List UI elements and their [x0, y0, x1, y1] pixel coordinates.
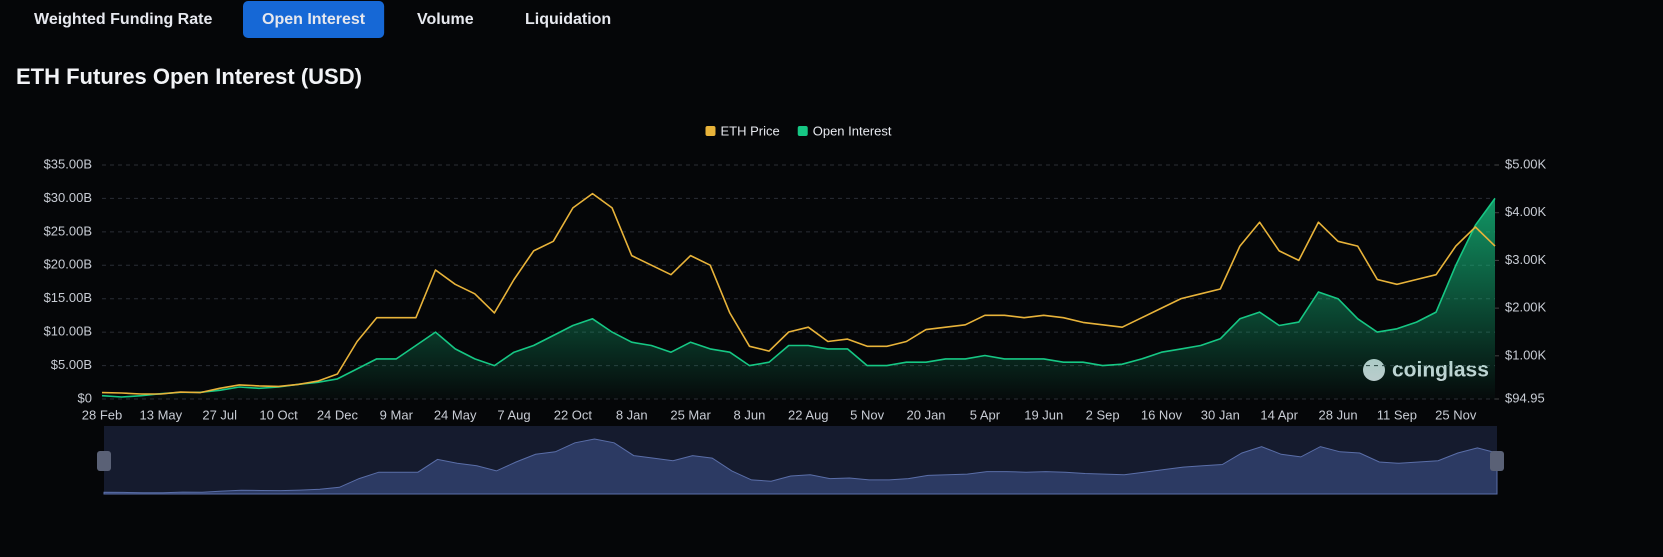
y-tick-label: $30.00B [44, 190, 92, 205]
x-tick-label: 11 Sep [1377, 407, 1417, 422]
x-tick-label: 8 Jun [734, 407, 766, 422]
x-tick-label: 20 Jan [907, 407, 946, 422]
x-tick-label: 27 Jul [202, 407, 237, 422]
legend-swatch [705, 126, 716, 136]
x-tick-label: 22 Aug [788, 407, 829, 422]
x-tick-label: 10 Oct [259, 407, 298, 422]
y2-tick-label: $4.00K [1505, 204, 1547, 219]
legend-label[interactable]: ETH Price [720, 123, 779, 138]
x-tick-label: 14 Apr [1260, 407, 1298, 422]
x-tick-label: 30 Jan [1201, 407, 1240, 422]
legend: ETH Price Open Interest [705, 123, 892, 138]
y2-tick-label: $5.00K [1505, 156, 1547, 171]
x-tick-label: 9 Mar [380, 407, 414, 422]
y-tick-label: $5.00B [51, 357, 92, 372]
x-tick-label: 5 Apr [970, 407, 1001, 422]
tab-bar: Weighted Funding Rate Open Interest Volume… [34, 1, 611, 38]
x-tick-label: 24 Dec [317, 407, 359, 422]
x-tick-label: 2 Sep [1086, 407, 1120, 422]
tab-label[interactable]: Open Interest [262, 11, 366, 28]
y2-tick-label: $2.00K [1505, 300, 1547, 315]
x-tick-label: 28 Jun [1319, 407, 1358, 422]
y-tick-label: $0 [78, 390, 92, 405]
navigator-handle[interactable] [97, 451, 111, 471]
legend-label[interactable]: Open Interest [813, 123, 892, 138]
area [102, 198, 1495, 399]
tab-label[interactable]: Volume [417, 11, 474, 28]
x-tick-label: 13 May [140, 407, 183, 422]
chart-title: ETH Futures Open Interest (USD) [16, 64, 362, 89]
y-tick-label: $15.00B [44, 290, 92, 305]
navigator-area [103, 438, 1498, 495]
y2-tick-label: $1.00K [1505, 347, 1547, 362]
area-line [101, 197, 1496, 398]
legend-swatch [797, 126, 808, 136]
x-tick-label: 5 Nov [850, 407, 884, 422]
y2-tick-label: $94.95 [1505, 390, 1545, 405]
line [101, 192, 1496, 395]
x-tick-label: 28 Feb [82, 407, 122, 422]
x-tick-label: 8 Jan [616, 407, 648, 422]
x-tick-label: 24 May [434, 407, 477, 422]
y2-tick-label: $3.00K [1505, 252, 1547, 267]
y-tick-label: $10.00B [44, 324, 92, 339]
tab-active[interactable] [243, 1, 385, 38]
tab-label[interactable]: Liquidation [525, 11, 611, 28]
y-tick-label: $20.00B [44, 257, 92, 272]
navigator-handle[interactable] [1490, 451, 1504, 471]
x-tick-label: 25 Mar [670, 407, 711, 422]
tab-label[interactable]: Weighted Funding Rate [34, 11, 212, 28]
x-tick-label: 25 Nov [1435, 407, 1477, 422]
x-tick-label: 22 Oct [554, 407, 593, 422]
x-tick-label: 7 Aug [497, 407, 530, 422]
x-tick-label: 19 Jun [1024, 407, 1063, 422]
x-tick-label: 16 Nov [1141, 407, 1183, 422]
y-tick-label: $25.00B [44, 223, 92, 238]
y-tick-label: $35.00B [44, 156, 92, 171]
